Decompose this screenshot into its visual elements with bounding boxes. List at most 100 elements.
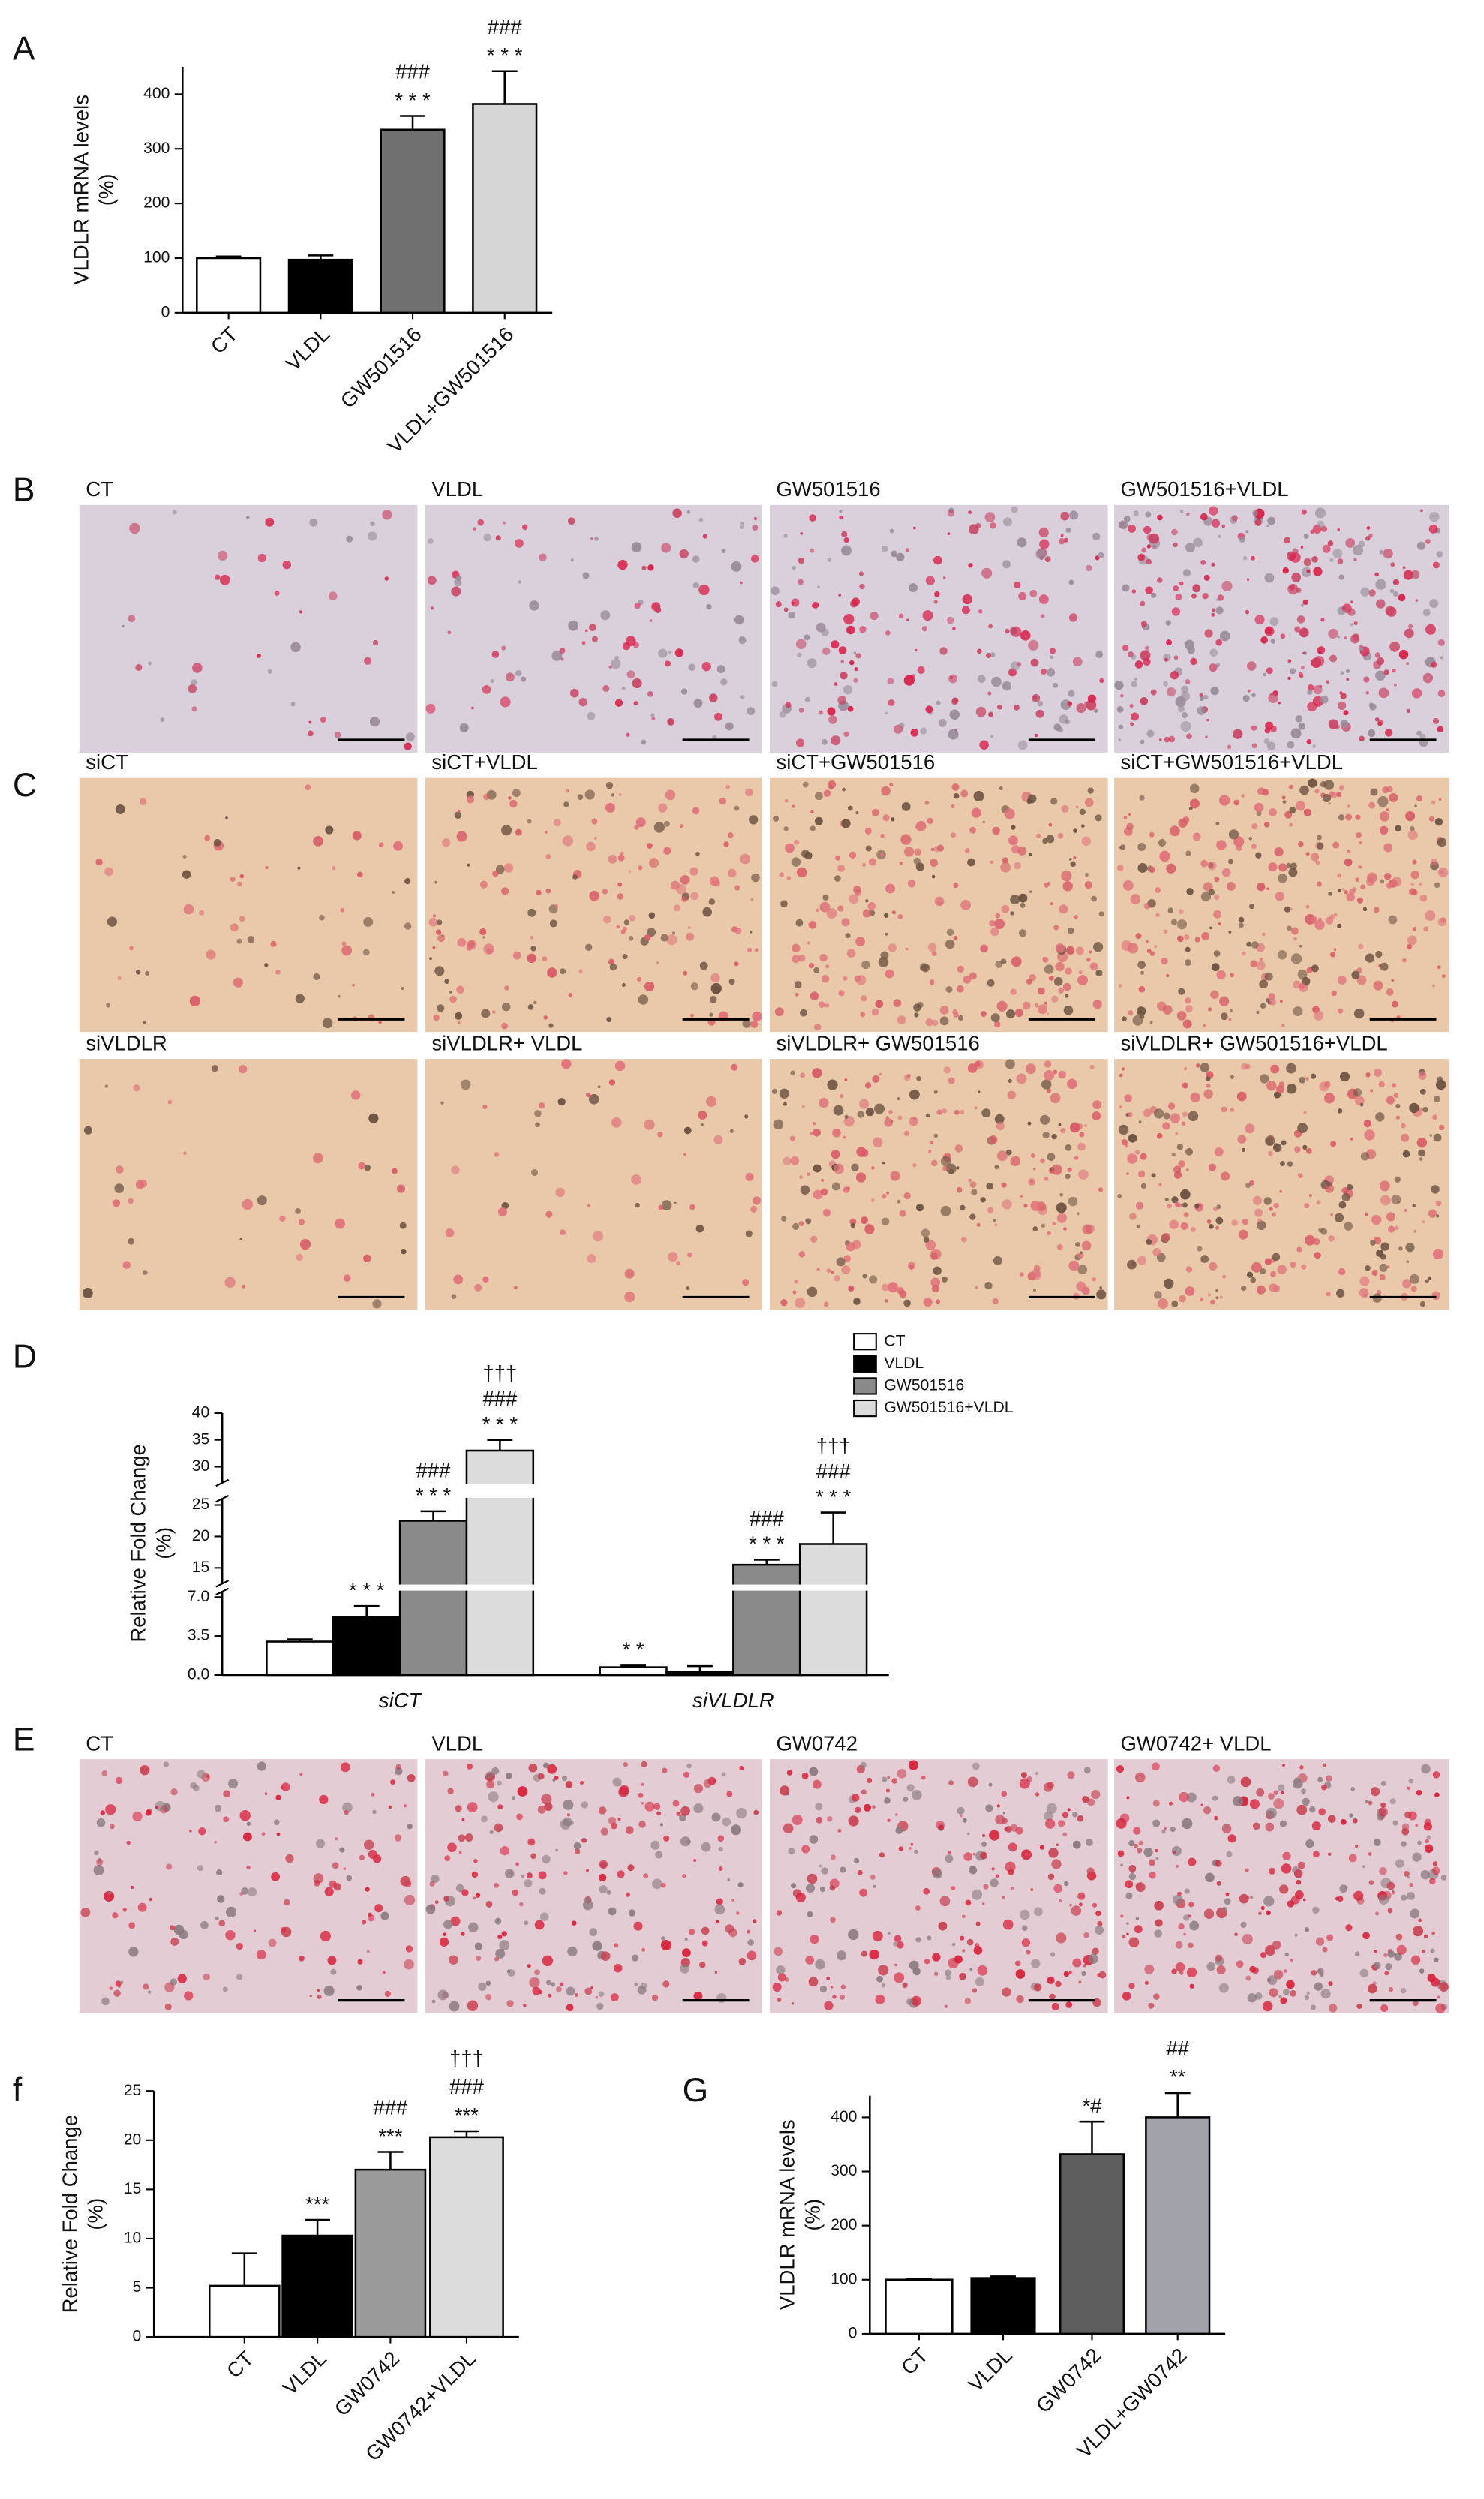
cell-stain xyxy=(880,853,884,856)
cell-stain xyxy=(1257,882,1266,892)
cell-stain xyxy=(1350,623,1353,627)
cell-stain xyxy=(1038,594,1049,605)
cell-stain xyxy=(621,687,626,690)
cell-stain xyxy=(1014,705,1020,711)
cell-stain xyxy=(1270,1271,1276,1277)
cell-stain xyxy=(865,1108,874,1117)
cell-stain xyxy=(862,862,867,867)
cell-stain xyxy=(1287,741,1295,749)
cell-stain xyxy=(270,940,277,947)
cell-stain xyxy=(1402,566,1406,570)
cell-stain xyxy=(1001,904,1010,913)
cell-stain xyxy=(1016,1073,1027,1084)
cell-stain xyxy=(1326,1934,1334,1941)
cell-stain xyxy=(378,842,384,848)
cell-stain xyxy=(320,717,326,723)
cell-stain xyxy=(505,1772,512,1779)
cell-stain xyxy=(597,1085,601,1089)
cell-stain xyxy=(1409,1102,1419,1114)
y-tick-label: 25 xyxy=(192,1496,210,1513)
cell-stain xyxy=(1385,729,1393,737)
cell-stain xyxy=(1077,975,1088,985)
y-tick-label: 0.0 xyxy=(188,1666,209,1683)
cell-stain xyxy=(214,1840,217,1844)
cell-stain xyxy=(753,1809,759,1815)
cell-stain xyxy=(1286,1063,1296,1074)
cell-stain xyxy=(1238,922,1244,928)
cell-stain xyxy=(847,805,853,811)
y-tick-label: 15 xyxy=(124,2180,142,2197)
cell-stain xyxy=(1273,1969,1284,1980)
cell-stain xyxy=(984,1282,993,1290)
cell-stain xyxy=(1301,509,1307,515)
cell-stain xyxy=(785,702,792,708)
cell-stain xyxy=(1017,537,1027,548)
cell-stain xyxy=(658,648,668,658)
cell-stain xyxy=(574,1848,581,1854)
cell-stain xyxy=(1316,1200,1321,1204)
cell-stain xyxy=(1188,1942,1194,1949)
cell-stain xyxy=(1050,655,1053,659)
cell-stain xyxy=(801,1772,809,1779)
cell-stain xyxy=(783,826,789,831)
cell-stain xyxy=(1394,1176,1401,1183)
cell-stain xyxy=(971,1189,978,1195)
cell-stain xyxy=(1046,1012,1050,1015)
cell-stain xyxy=(894,1972,905,1983)
cell-stain xyxy=(915,1905,921,1911)
cell-stain xyxy=(1344,1222,1353,1231)
cell-stain xyxy=(884,1117,894,1127)
cell-stain xyxy=(1128,1010,1134,1015)
cell-stain xyxy=(404,877,411,885)
cell-stain xyxy=(915,820,927,831)
cell-stain xyxy=(1272,1253,1281,1262)
cell-stain xyxy=(1351,970,1360,979)
cell-stain xyxy=(947,532,951,535)
cell-stain xyxy=(1011,506,1018,513)
cell-stain xyxy=(855,653,861,659)
cell-stain xyxy=(975,1061,981,1067)
cell-stain xyxy=(1317,1776,1323,1782)
cell-stain xyxy=(1011,839,1016,844)
cell-stain xyxy=(666,934,677,946)
cell-stain xyxy=(617,882,623,887)
cell-stain xyxy=(605,782,614,789)
cell-stain xyxy=(1019,1778,1030,1789)
cell-stain xyxy=(341,945,353,956)
cell-stain xyxy=(1358,540,1365,548)
cell-stain xyxy=(830,1854,836,1860)
cell-stain xyxy=(113,1199,121,1207)
cell-stain xyxy=(834,875,841,882)
cell-stain xyxy=(985,652,991,659)
cell-stain xyxy=(1087,787,1094,794)
cell-stain xyxy=(1081,1286,1090,1295)
cell-stain xyxy=(1340,1818,1347,1825)
cell-stain xyxy=(1144,645,1149,651)
cell-stain xyxy=(1263,738,1270,744)
cell-stain xyxy=(973,1946,983,1955)
x-tick-label: VLDL xyxy=(281,323,335,376)
cell-stain xyxy=(995,961,1003,968)
cell-stain xyxy=(1227,744,1232,750)
cell-stain xyxy=(1338,574,1344,580)
cell-stain xyxy=(1122,880,1134,891)
cell-stain xyxy=(734,961,739,967)
cell-stain xyxy=(1032,695,1038,700)
significance-label: ### xyxy=(373,2096,408,2119)
cell-stain xyxy=(1270,725,1277,732)
cell-stain xyxy=(1330,1213,1333,1216)
cell-stain xyxy=(715,1920,719,1924)
cell-stain xyxy=(1249,1180,1255,1186)
cell-stain xyxy=(1154,1108,1164,1119)
y-tick-label: 0 xyxy=(161,303,170,320)
cell-stain xyxy=(1149,1021,1153,1024)
cell-stain xyxy=(191,706,197,712)
cell-stain xyxy=(370,521,375,526)
cell-stain xyxy=(614,1943,619,1948)
cell-stain xyxy=(948,1077,955,1084)
cell-stain xyxy=(1163,681,1169,687)
cell-stain xyxy=(1128,524,1136,533)
cell-stain xyxy=(317,1989,320,1992)
cell-stain xyxy=(585,943,593,951)
cell-stain xyxy=(437,1004,445,1012)
